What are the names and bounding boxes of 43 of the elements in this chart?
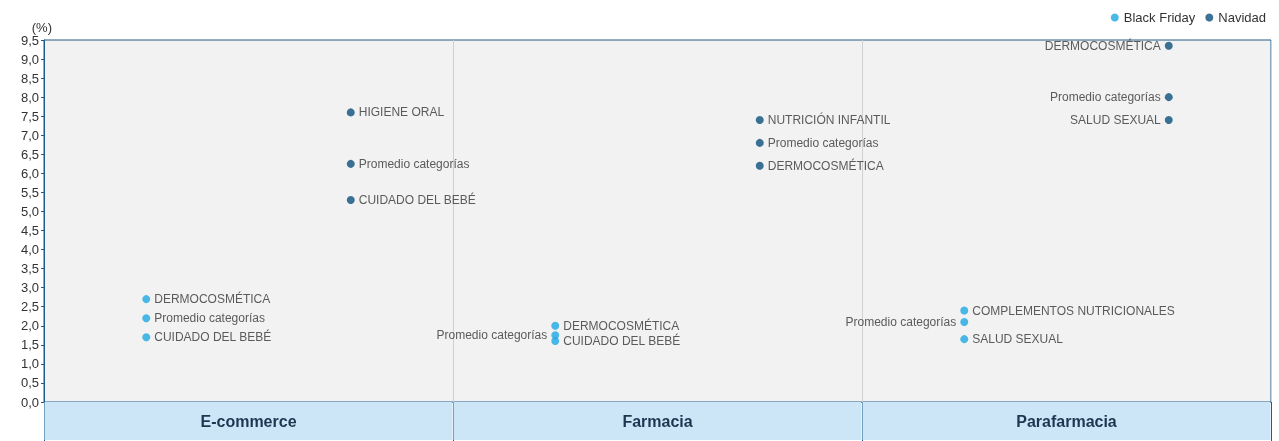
y-tick-label: 0,5 xyxy=(20,375,39,391)
y-tick-label: 3,5 xyxy=(20,261,39,277)
x-tick-label: Farmacia xyxy=(622,412,693,430)
data-label: SALUD SEXUAL xyxy=(972,332,1064,347)
data-label: Promedio categorías xyxy=(845,314,957,329)
data-label: SALUD SEXUAL xyxy=(1070,113,1162,128)
data-label: NUTRICIÓN INFANTIL xyxy=(767,112,891,128)
data-label: Promedio categorías xyxy=(358,156,470,171)
data-label: DERMOCOSMÉTICA xyxy=(1044,37,1161,53)
y-tick-label: 8,0 xyxy=(20,89,39,105)
y-tick-label: 6,5 xyxy=(20,146,39,162)
y-tick-label: 5,5 xyxy=(20,184,39,200)
data-label: DERMOCOSMÉTICA xyxy=(563,317,680,333)
y-tick-label: 4,5 xyxy=(20,223,39,239)
data-label: CUIDADO DEL BEBÉ xyxy=(563,333,681,349)
data-label: Promedio categorías xyxy=(154,311,265,326)
y-tick-label: 1,5 xyxy=(20,337,39,353)
data-label: CUIDADO DEL BEBÉ xyxy=(358,192,476,208)
data-label: HIGIENE ORAL xyxy=(358,105,445,120)
y-tick-label: 5,0 xyxy=(20,203,39,219)
y-tick-label: 1,0 xyxy=(20,356,39,372)
y-axis-title: (%) xyxy=(31,19,52,35)
legend-label: Navidad xyxy=(1218,10,1267,25)
data-label: DERMOCOSMÉTICA xyxy=(767,157,884,173)
y-tick-label: 3,0 xyxy=(20,280,39,296)
y-tick-label: 8,5 xyxy=(20,70,39,86)
x-tick-label: E-commerce xyxy=(200,412,297,430)
y-tick-label: 6,0 xyxy=(20,165,39,181)
y-tick-label: 0,0 xyxy=(20,394,39,410)
x-tick-label: Parafarmacia xyxy=(1016,412,1117,430)
y-tick-label: 9,0 xyxy=(20,51,39,67)
data-label: Promedio categorías xyxy=(767,135,879,150)
y-tick-label: 2,5 xyxy=(20,299,39,315)
data-label: COMPLEMENTOS NUTRICIONALES xyxy=(972,303,1175,318)
data-label: DERMOCOSMÉTICA xyxy=(154,291,271,307)
data-label: Promedio categorías xyxy=(436,328,548,343)
y-tick-label: 4,0 xyxy=(20,242,39,258)
y-tick-label: 7,0 xyxy=(20,127,39,143)
y-tick-label: 2,0 xyxy=(20,318,39,334)
data-label: CUIDADO DEL BEBÉ xyxy=(154,329,272,345)
y-tick-label: 7,5 xyxy=(20,108,39,124)
legend-label: Black Friday xyxy=(1123,10,1196,25)
data-label: Promedio categorías xyxy=(1050,90,1161,105)
